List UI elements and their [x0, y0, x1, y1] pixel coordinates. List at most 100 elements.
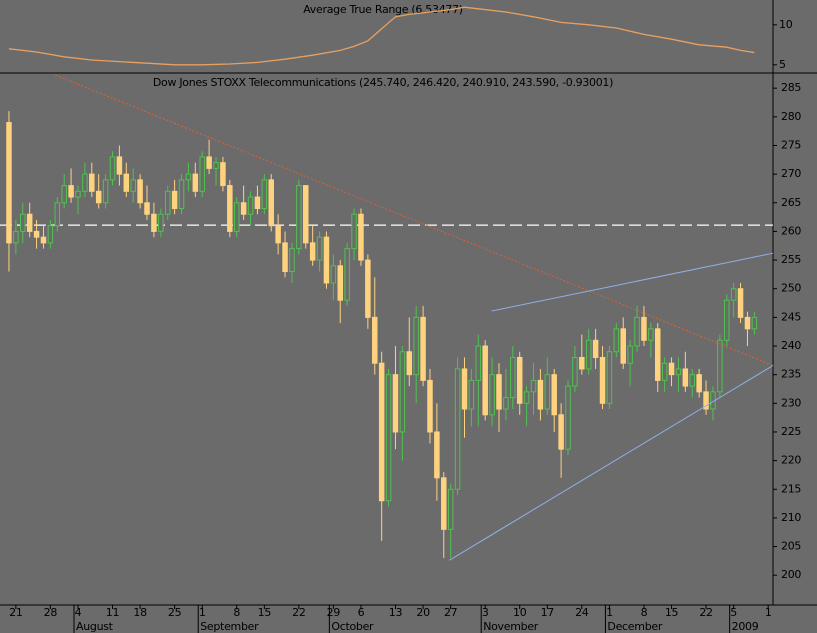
candle-body: [13, 230, 19, 244]
y-tick-label: 235: [781, 368, 801, 381]
x-tick-label: 25: [168, 606, 182, 619]
candle-body: [227, 185, 233, 232]
x-tick-label: 27: [444, 606, 458, 619]
candle-body: [26, 213, 33, 232]
candle-body: [68, 185, 74, 198]
x-tick-label: 21: [9, 606, 22, 619]
candle-body: [475, 345, 482, 381]
chart-title: Dow Jones STOXX Telecommunications (245.…: [153, 76, 613, 89]
trend-line: [449, 365, 774, 561]
y-tick-label: 255: [781, 253, 801, 266]
candle-body: [751, 316, 758, 330]
candle-body: [289, 248, 295, 273]
candle-body: [220, 162, 226, 187]
y-tick-label: 10: [779, 18, 793, 31]
candle-body: [565, 385, 571, 450]
candle-body: [654, 328, 661, 381]
y-tick-label: 5: [779, 58, 786, 71]
candle-body: [592, 339, 599, 358]
candle-body: [482, 345, 488, 416]
month-label: October: [331, 620, 374, 633]
month-label: August: [76, 620, 114, 633]
candle-body: [620, 328, 626, 364]
atr-title: Average True Range (6.53477): [303, 3, 463, 16]
candle-body: [240, 202, 247, 215]
candle-body: [599, 356, 606, 404]
x-tick-label: 13: [389, 606, 403, 619]
candle-body: [337, 265, 344, 301]
candle-body: [447, 488, 454, 530]
y-tick-label: 260: [781, 224, 801, 237]
candle-body: [420, 316, 426, 381]
candle-body: [151, 213, 157, 232]
x-tick-label: 18: [133, 606, 147, 619]
y-tick-label: 240: [781, 339, 801, 352]
candle-body: [675, 368, 682, 376]
candle-body: [89, 173, 95, 192]
candle-body: [316, 236, 323, 261]
candle-body: [82, 173, 88, 192]
candle-body: [703, 391, 709, 410]
x-tick-label: 24: [575, 606, 589, 619]
y-tick-label: 285: [781, 81, 801, 94]
candle-body: [724, 299, 730, 341]
x-tick-label: 20: [416, 606, 430, 619]
y-tick-label: 225: [781, 425, 801, 438]
y-tick-label: 210: [781, 511, 801, 524]
candle-body: [358, 213, 364, 261]
candle-body: [75, 190, 81, 198]
candle-body: [192, 173, 199, 192]
candle-body: [344, 248, 350, 301]
x-tick-label: 4: [75, 606, 82, 619]
candle-body: [144, 202, 150, 215]
candle-body: [247, 196, 254, 215]
candle-body: [627, 345, 633, 364]
candle-body: [171, 190, 178, 210]
candle-body: [648, 328, 654, 341]
candle-body: [392, 374, 399, 433]
candle-body: [254, 196, 261, 210]
x-tick-label: 5: [730, 606, 737, 619]
candle-body: [489, 374, 495, 416]
x-tick-label: 17: [541, 606, 555, 619]
candle-body: [233, 202, 240, 232]
month-label: September: [200, 620, 259, 633]
candle-body: [123, 173, 130, 192]
y-tick-label: 245: [781, 310, 801, 323]
candle-body: [102, 179, 109, 204]
x-tick-label: 8: [641, 606, 648, 619]
candle-body: [461, 368, 468, 410]
candle-body: [606, 351, 613, 404]
candle-body: [95, 190, 102, 204]
candle-body: [206, 156, 212, 169]
candle-body: [178, 179, 185, 210]
month-label: November: [483, 620, 539, 633]
atr-line: [8, 6, 755, 66]
candle-body: [572, 356, 578, 387]
candle-body: [523, 391, 530, 404]
candle-body: [323, 236, 330, 284]
x-tick-label: 3: [482, 606, 489, 619]
candle-body: [158, 213, 164, 232]
candle-body: [261, 179, 268, 210]
y-tick-label: 230: [781, 396, 801, 409]
candle-body: [537, 379, 544, 410]
y-tick-label: 220: [781, 454, 801, 467]
x-tick-label: 1: [606, 606, 613, 619]
candle-body: [378, 362, 385, 502]
candle-body: [296, 185, 302, 250]
candle-body: [275, 225, 281, 244]
candle-body: [434, 431, 440, 479]
trend-line: [55, 74, 774, 366]
candle-body: [372, 316, 378, 364]
y-tick-label: 275: [781, 138, 801, 151]
candle-body: [213, 162, 219, 169]
candle-body: [116, 156, 123, 175]
candle-body: [558, 414, 564, 450]
x-tick-label: 22: [292, 606, 305, 619]
candle-body: [661, 362, 668, 381]
candle-body: [54, 202, 61, 227]
y-tick-label: 250: [781, 282, 801, 295]
candle-body: [641, 316, 647, 341]
